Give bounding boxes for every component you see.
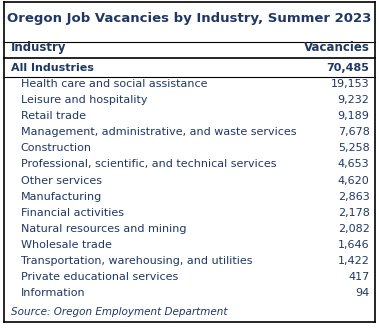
Text: 4,653: 4,653 [338, 159, 370, 170]
Text: Health care and social assistance: Health care and social assistance [21, 79, 207, 89]
Text: 1,646: 1,646 [338, 240, 370, 250]
Text: 2,863: 2,863 [338, 192, 370, 202]
Text: Private educational services: Private educational services [21, 272, 178, 282]
Text: 70,485: 70,485 [327, 63, 370, 73]
Text: 7,678: 7,678 [338, 127, 370, 137]
Text: 94: 94 [355, 288, 370, 298]
Text: 1,422: 1,422 [338, 256, 370, 266]
Text: Manufacturing: Manufacturing [21, 192, 102, 202]
Text: 19,153: 19,153 [331, 79, 370, 89]
Text: 2,082: 2,082 [338, 224, 370, 234]
Text: Natural resources and mining: Natural resources and mining [21, 224, 186, 234]
Text: 417: 417 [348, 272, 370, 282]
Text: Source: Oregon Employment Department: Source: Oregon Employment Department [11, 307, 228, 317]
Text: Construction: Construction [21, 143, 92, 153]
Text: Retail trade: Retail trade [21, 111, 86, 121]
Text: Information: Information [21, 288, 86, 298]
Text: Vacancies: Vacancies [304, 42, 370, 54]
Text: Management, administrative, and waste services: Management, administrative, and waste se… [21, 127, 296, 137]
Text: 4,620: 4,620 [338, 176, 370, 186]
Text: 2,178: 2,178 [338, 208, 370, 218]
Text: Wholesale trade: Wholesale trade [21, 240, 112, 250]
Text: Professional, scientific, and technical services: Professional, scientific, and technical … [21, 159, 276, 170]
Text: All Industries: All Industries [11, 63, 94, 73]
Text: Oregon Job Vacancies by Industry, Summer 2023: Oregon Job Vacancies by Industry, Summer… [7, 12, 372, 25]
Text: Financial activities: Financial activities [21, 208, 124, 218]
Text: Other services: Other services [21, 176, 102, 186]
Text: Industry: Industry [11, 42, 67, 54]
Text: 9,232: 9,232 [338, 95, 370, 105]
Text: Leisure and hospitality: Leisure and hospitality [21, 95, 147, 105]
Text: 9,189: 9,189 [338, 111, 370, 121]
Text: 5,258: 5,258 [338, 143, 370, 153]
Text: Transportation, warehousing, and utilities: Transportation, warehousing, and utiliti… [21, 256, 252, 266]
